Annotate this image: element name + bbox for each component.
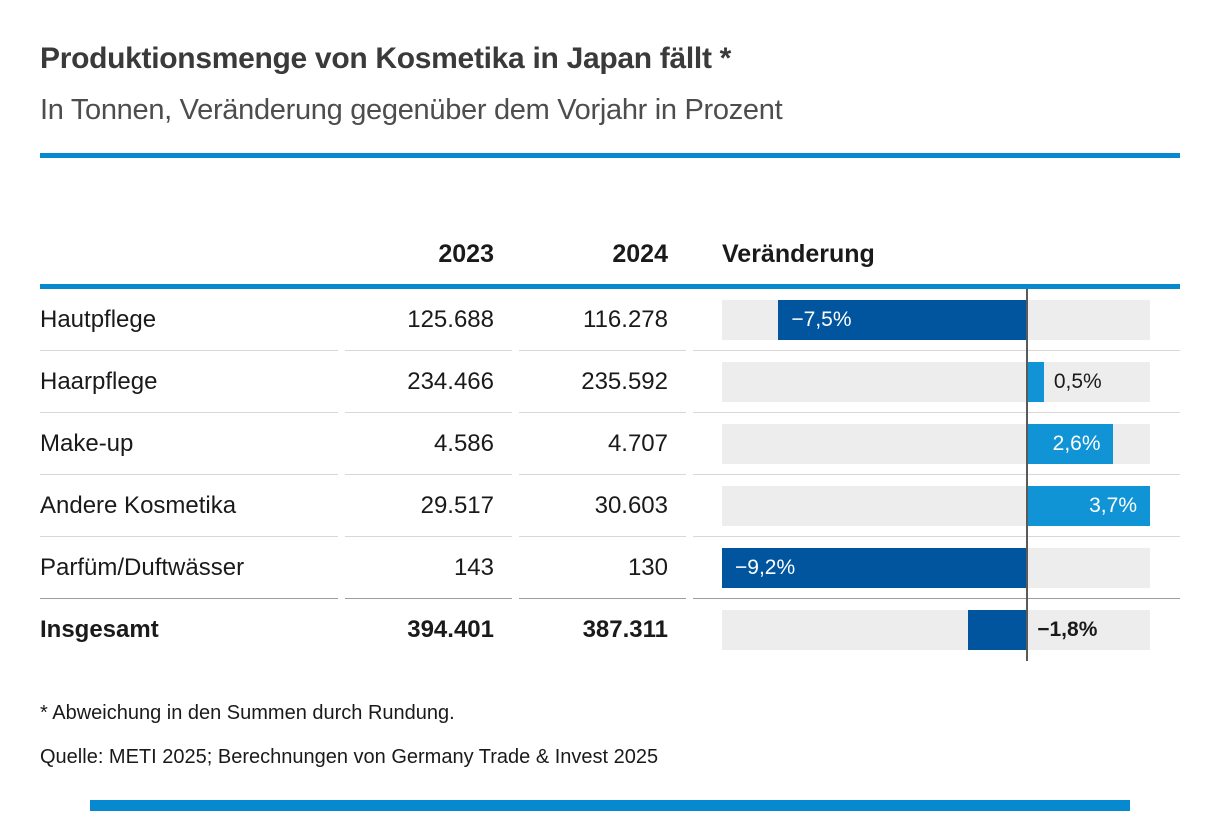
change-cell: −7,5% [693,289,1180,351]
change-cell: 3,7% [693,475,1180,537]
row-value-2024: 116.278 [519,289,686,351]
change-value-label: −1,8% [1037,618,1098,641]
table-row: Andere Kosmetika 29.517 30.603 3,7% [40,475,1180,537]
row-value-2024: 130 [519,537,686,599]
table-row: Insgesamt 394.401 387.311 −1,8% [40,599,1180,661]
chart-subtitle: In Tonnen, Veränderung gegenüber dem Vor… [40,94,783,126]
row-label: Andere Kosmetika [40,475,338,537]
table-row: Hautpflege 125.688 116.278 −7,5% [40,289,1180,351]
change-cell: 2,6% [693,413,1180,475]
table-row: Parfüm/Duftwässer 143 130 −9,2% [40,537,1180,599]
col-header-change: Veränderung [722,240,875,268]
row-label: Parfüm/Duftwässer [40,537,338,599]
change-bar [1027,486,1150,526]
chart-title: Produktionsmenge von Kosmetika in Japan … [40,42,732,75]
source-line: Quelle: METI 2025; Berechnungen von Germ… [40,746,659,768]
change-value-label: 3,7% [1089,494,1137,517]
row-value-2023: 125.688 [345,289,512,351]
change-value-label: 0,5% [1053,370,1102,393]
header-divider [40,284,1180,289]
row-value-2023: 143 [345,537,512,599]
row-label: Hautpflege [40,289,338,351]
table-header-row: 2023 2024 Veränderung [40,225,1180,284]
col-header-2024: 2024 [612,240,668,268]
change-bar [778,300,1028,340]
table-body: Hautpflege 125.688 116.278 −7,5% Haarpflege 2… [40,289,1180,661]
row-value-2024: 235.592 [519,351,686,413]
change-bar-track: 3,7% [722,486,1150,526]
zero-baseline [1026,289,1029,661]
row-label: Insgesamt [40,616,159,643]
change-bar [1027,424,1114,464]
change-bar [967,610,1028,650]
change-cell: −1,8% [693,599,1180,661]
change-bar-track: 2,6% [722,424,1150,464]
row-value-2023: 234.466 [345,351,512,413]
row-value-2024: 30.603 [519,475,686,537]
row-label: Make-up [40,413,338,475]
col-header-2023: 2023 [438,240,494,268]
change-value-label: 2,6% [1052,432,1101,455]
data-table: 2023 2024 Veränderung Hautpflege 125.688 1… [40,225,1180,661]
change-value-label: −7,5% [791,308,852,331]
change-bar-track: −7,5% [722,300,1150,340]
row-value-2024: 387.311 [582,616,668,643]
table-row: Make-up 4.586 4.707 2,6% [40,413,1180,475]
change-bar [1027,362,1044,402]
row-value-2024: 4.707 [519,413,686,475]
row-value-2023: 29.517 [345,475,512,537]
change-bar-track: −1,8% [722,610,1150,650]
top-divider [40,153,1180,158]
change-cell: 0,5% [693,351,1180,413]
table-row: Haarpflege 234.466 235.592 0,5% [40,351,1180,413]
row-value-2023: 394.401 [407,616,494,643]
footnote: * Abweichung in den Summen durch Rundung… [40,702,455,724]
col-header-category [40,225,338,284]
bottom-divider [90,800,1130,811]
change-bar [722,548,1028,588]
row-label: Haarpflege [40,351,338,413]
change-bar-track: 0,5% [722,362,1150,402]
row-value-2023: 4.586 [345,413,512,475]
change-cell: −9,2% [693,537,1180,599]
change-bar-track: −9,2% [722,548,1150,588]
change-value-label: −9,2% [735,556,796,579]
